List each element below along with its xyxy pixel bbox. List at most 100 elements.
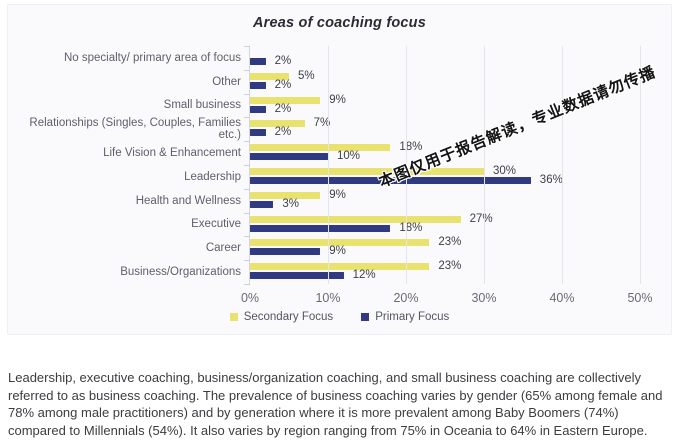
y-axis-tick (244, 236, 250, 238)
bar-line: 5% (250, 70, 662, 82)
bar-primary-focus (250, 129, 266, 137)
bar-value-label: 2% (274, 55, 292, 67)
plot-area: 0% 10% 20% 30% 40% 50% 2% 5% 2% 9% 2% 7% 2% 18% 10% 30%… (241, 46, 662, 305)
bar-secondary-focus (250, 167, 484, 175)
bar-value-label: 2% (274, 126, 292, 139)
bar-line: 9% (250, 188, 662, 201)
chart-row: 18% 10% (250, 141, 662, 165)
bar-line: 7% (250, 117, 662, 130)
bar-line: 18% (250, 222, 662, 233)
x-axis-tick-label: 20% (393, 291, 419, 305)
category-label: No specialty/ primary area of focus (63, 51, 241, 64)
bar-line: 23% (250, 236, 662, 249)
bar-line: 9% (250, 93, 662, 106)
bar-line: 36% (250, 173, 662, 186)
chart-row: 9% 2% (250, 94, 662, 118)
legend-item: Primary Focus (361, 311, 449, 323)
bar-primary-focus (250, 200, 274, 208)
bar-primary-focus (250, 81, 266, 89)
legend: Secondary Focus Primary Focus (8, 311, 671, 323)
bar-secondary-focus (250, 72, 289, 80)
bar-primary-focus (250, 224, 391, 232)
y-axis-tick (244, 260, 250, 262)
chart-row: 2% (250, 46, 662, 70)
y-axis-tick (244, 69, 250, 71)
x-axis-tick-label: 30% (471, 291, 497, 305)
category-label: Health and Wellness (135, 194, 241, 207)
bar-value-label: 9% (329, 188, 346, 201)
bar-value-label: 18% (399, 141, 423, 154)
bar-line: 10% (250, 150, 662, 163)
category-label: Career (205, 242, 241, 255)
x-axis-tick-label: 10% (315, 291, 341, 305)
bar-primary-focus (250, 105, 266, 113)
footnote-text: Leadership, executive coaching, business… (8, 370, 663, 438)
bar-secondary-focus (250, 120, 305, 128)
bar-line: 23% (250, 260, 662, 273)
bar-value-label: 7% (313, 117, 331, 130)
category-label: Other (212, 75, 241, 88)
chart-row: 23% 9% (250, 236, 662, 260)
category-axis: No specialty/ primary area of focus Other… (14, 46, 241, 284)
legend-item: Secondary Focus (229, 311, 334, 323)
bar-value-label: 10% (337, 150, 361, 163)
bar-value-label: 12% (352, 269, 376, 282)
gridline (562, 46, 563, 284)
bar-secondary-focus (250, 96, 321, 104)
bar-value-label: 23% (438, 236, 462, 249)
chart-row: 27% 18% (250, 213, 662, 237)
bar-line: 30% (250, 164, 662, 177)
bar-line: 2% (250, 55, 662, 67)
bar-value-label: 9% (329, 93, 346, 106)
bar-line (250, 49, 662, 56)
category-label: Leadership (184, 170, 241, 183)
x-axis-tick-label: 50% (627, 291, 653, 305)
bar-secondary-focus (250, 191, 321, 199)
bar-line: 2% (250, 126, 662, 139)
bar-value-label: 36% (539, 173, 563, 186)
bar-value-label: 9% (329, 245, 346, 258)
legend-label: Primary Focus (375, 311, 450, 323)
gridline (328, 46, 329, 284)
bar-value-label: 3% (282, 197, 300, 210)
bar-primary-focus (250, 58, 266, 65)
category-label: Business/Organizations (120, 266, 241, 279)
y-axis-tick (244, 141, 250, 143)
bar-value-label: 2% (274, 78, 292, 91)
y-axis-tick (244, 165, 250, 166)
x-axis-tick-label: 40% (549, 291, 575, 305)
bar-line: 3% (250, 197, 662, 210)
bar-line: 9% (250, 245, 662, 258)
chart-panel: Areas of coaching focus No specialty/ pr… (7, 4, 672, 335)
bar-line: 27% (250, 212, 662, 225)
y-axis-tick (244, 188, 250, 190)
y-axis-tick (244, 284, 250, 285)
y-axis-tick (244, 46, 250, 47)
category-label: Executive (191, 218, 241, 231)
chart-row: 9% 3% (250, 189, 662, 213)
chart-row: 30% 36% (250, 165, 662, 189)
bar-secondary-focus (250, 263, 430, 271)
category-label: Small business (163, 99, 241, 112)
bar-secondary-focus (250, 215, 461, 223)
legend-label: Secondary Focus (243, 311, 334, 323)
bar-secondary-focus (250, 144, 391, 152)
bar-primary-focus (250, 248, 321, 256)
bar-line: 12% (250, 269, 662, 282)
gridline (406, 46, 407, 284)
bar-value-label: 30% (493, 164, 517, 177)
y-axis-tick (244, 117, 250, 119)
bar-secondary-focus (250, 239, 430, 247)
legend-swatch-icon (229, 313, 238, 321)
bar-primary-focus (250, 153, 328, 161)
category-label: Life Vision & Enhancement (103, 147, 241, 160)
gridline (640, 46, 641, 284)
bar-value-label: 23% (438, 260, 462, 273)
legend-swatch-icon (361, 313, 370, 321)
gridline (484, 46, 485, 284)
bar-primary-focus (250, 272, 344, 280)
bar-value-label: 27% (469, 212, 493, 225)
chart-title: Areas of coaching focus (253, 15, 426, 31)
bar-value-label: 2% (274, 102, 292, 115)
bar-line: 18% (250, 141, 662, 154)
